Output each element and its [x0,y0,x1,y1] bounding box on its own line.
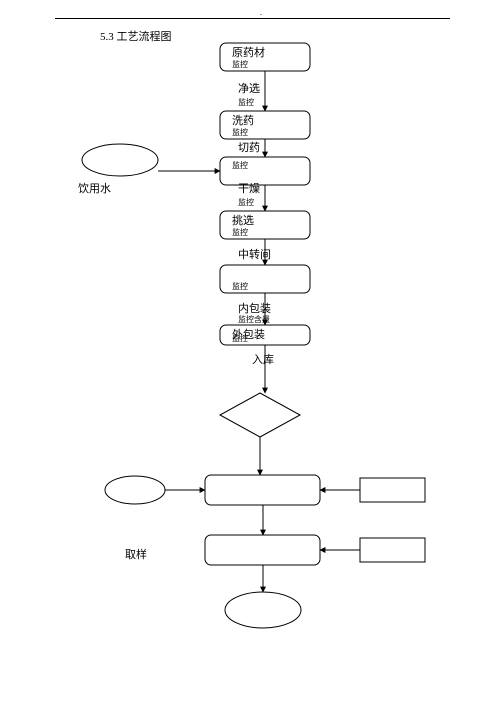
node-label: 原药材 [232,45,265,59]
flowchart-canvas: 原药材监控净选监控洗药监控切药饮用水监控干燥监控挑选监控中转间监控内包装监控含量… [0,0,500,707]
node-box5: 监控 [220,265,310,293]
node-clean: 净选 [238,81,260,95]
free-label: 净选 [238,81,260,95]
node-sublabel: 监控 [232,127,248,137]
node-monA: 监控 [238,97,254,107]
node-store: 入库 [252,353,274,366]
node-sublabel: 监控 [232,227,248,237]
node-monB: 监控 [238,197,254,207]
node-ell3 [225,592,301,628]
node-pick: 挑选监控 [220,211,310,239]
free-label: 干燥 [238,182,260,195]
node-label: 挑选 [232,213,254,227]
free-label-small: 监控 [238,97,254,107]
node-box3: 监控 [220,157,310,185]
free-label-small: 监控含量 [238,314,270,324]
node-rect2 [360,538,425,562]
node-water: 饮用水 [78,144,158,195]
node-ell2 [105,476,165,504]
free-label-small: 监控 [238,197,254,207]
node-proc1 [205,475,320,505]
node-rect1 [360,478,425,502]
node-sample: 取样 [125,547,147,561]
node-wash: 洗药监控 [220,111,310,139]
node-transfer: 中转间 [238,247,271,261]
node-outer: 外包装监控 [220,325,310,345]
node-sublabel: 监控 [232,160,248,170]
node-sublabel: 监控 [232,281,248,291]
free-label: 中转间 [238,247,271,261]
free-label: 取样 [125,547,147,561]
free-label: 内包装 [238,301,271,315]
node-sublabel: 监控 [232,333,248,343]
node-inner: 内包装 [238,301,271,315]
node-sublabel: 监控 [232,59,248,69]
page: . 5.3 工艺流程图 原药材监控净选监控洗药监控切药饮用水监控干燥监控挑选监控… [0,0,500,707]
ellipse-label: 饮用水 [78,182,111,195]
node-label: 洗药 [232,114,254,127]
node-decision [220,393,300,437]
free-label: 入库 [252,353,274,366]
node-proc2 [205,535,320,565]
node-dry: 干燥 [238,182,260,195]
node-monC: 监控含量 [238,314,270,324]
node-raw: 原药材监控 [220,43,310,71]
free-label: 切药 [238,141,260,154]
node-cut: 切药 [238,141,260,154]
